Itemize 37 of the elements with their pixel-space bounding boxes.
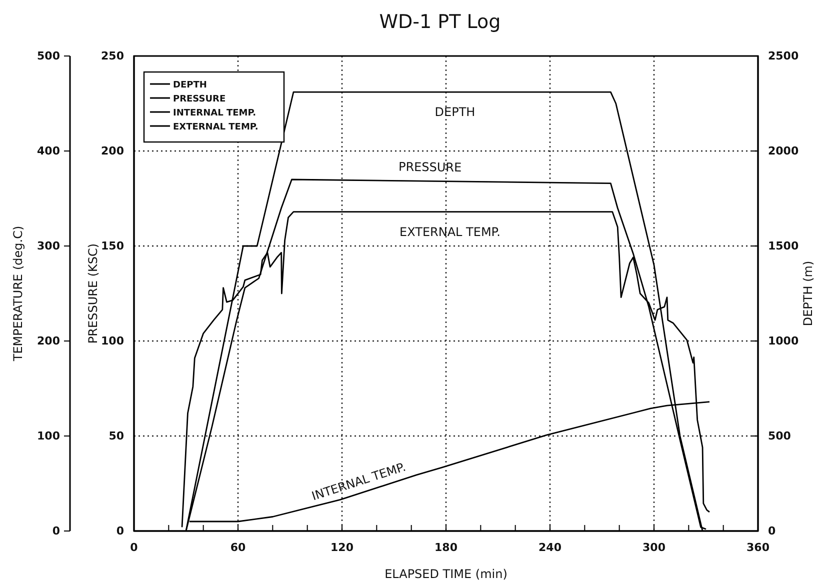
y-tick-label: 0 [116,524,124,538]
y3-tick-label: 400 [37,144,60,158]
y3-tick-label: 100 [37,430,60,443]
y-tick-label: 150 [101,240,124,253]
x-tick-label: 180 [434,540,458,554]
y3-tick-label: 500 [37,50,60,63]
y-tick-label: 100 [101,334,124,348]
legend-label: INTERNAL TEMP. [173,108,256,118]
y2-tick-label: 500 [768,430,792,443]
y3-axis-title: TEMPERATURE (deg.C) [11,226,25,362]
y2-tick-label: 0 [768,524,776,538]
chart-title: WD-1 PT Log [379,11,501,33]
x-tick-label: 60 [230,540,246,554]
y2-tick-label: 2000 [768,144,799,158]
legend-label: PRESSURE [173,94,226,104]
legend-label: EXTERNAL TEMP. [173,122,258,132]
y2-tick-label: 1500 [768,240,799,253]
x-tick-label: 0 [130,540,138,554]
annotation: PRESSURE [398,160,462,175]
y3-tick-label: 0 [52,524,60,538]
y-axis-title: PRESSURE (KSC) [86,243,100,344]
x-tick-label: 300 [642,540,666,554]
y2-axis-title: DEPTH (m) [801,260,815,326]
y2-tick-label: 1000 [768,334,799,348]
annotation: DEPTH [434,105,476,120]
y2-tick-label: 2500 [768,50,799,63]
x-axis-title: ELAPSED TIME (min) [384,567,508,581]
x-tick-label: 240 [538,540,562,554]
annotation: EXTERNAL TEMP. [400,224,500,239]
x-tick-label: 120 [330,540,354,554]
y-tick-label: 50 [108,430,124,443]
y-tick-label: 250 [101,50,124,63]
legend-label: DEPTH [173,80,207,90]
x-tick-label: 360 [746,540,770,554]
y3-tick-label: 300 [37,240,60,253]
y3-tick-label: 200 [37,334,60,348]
y-tick-label: 200 [101,144,124,158]
